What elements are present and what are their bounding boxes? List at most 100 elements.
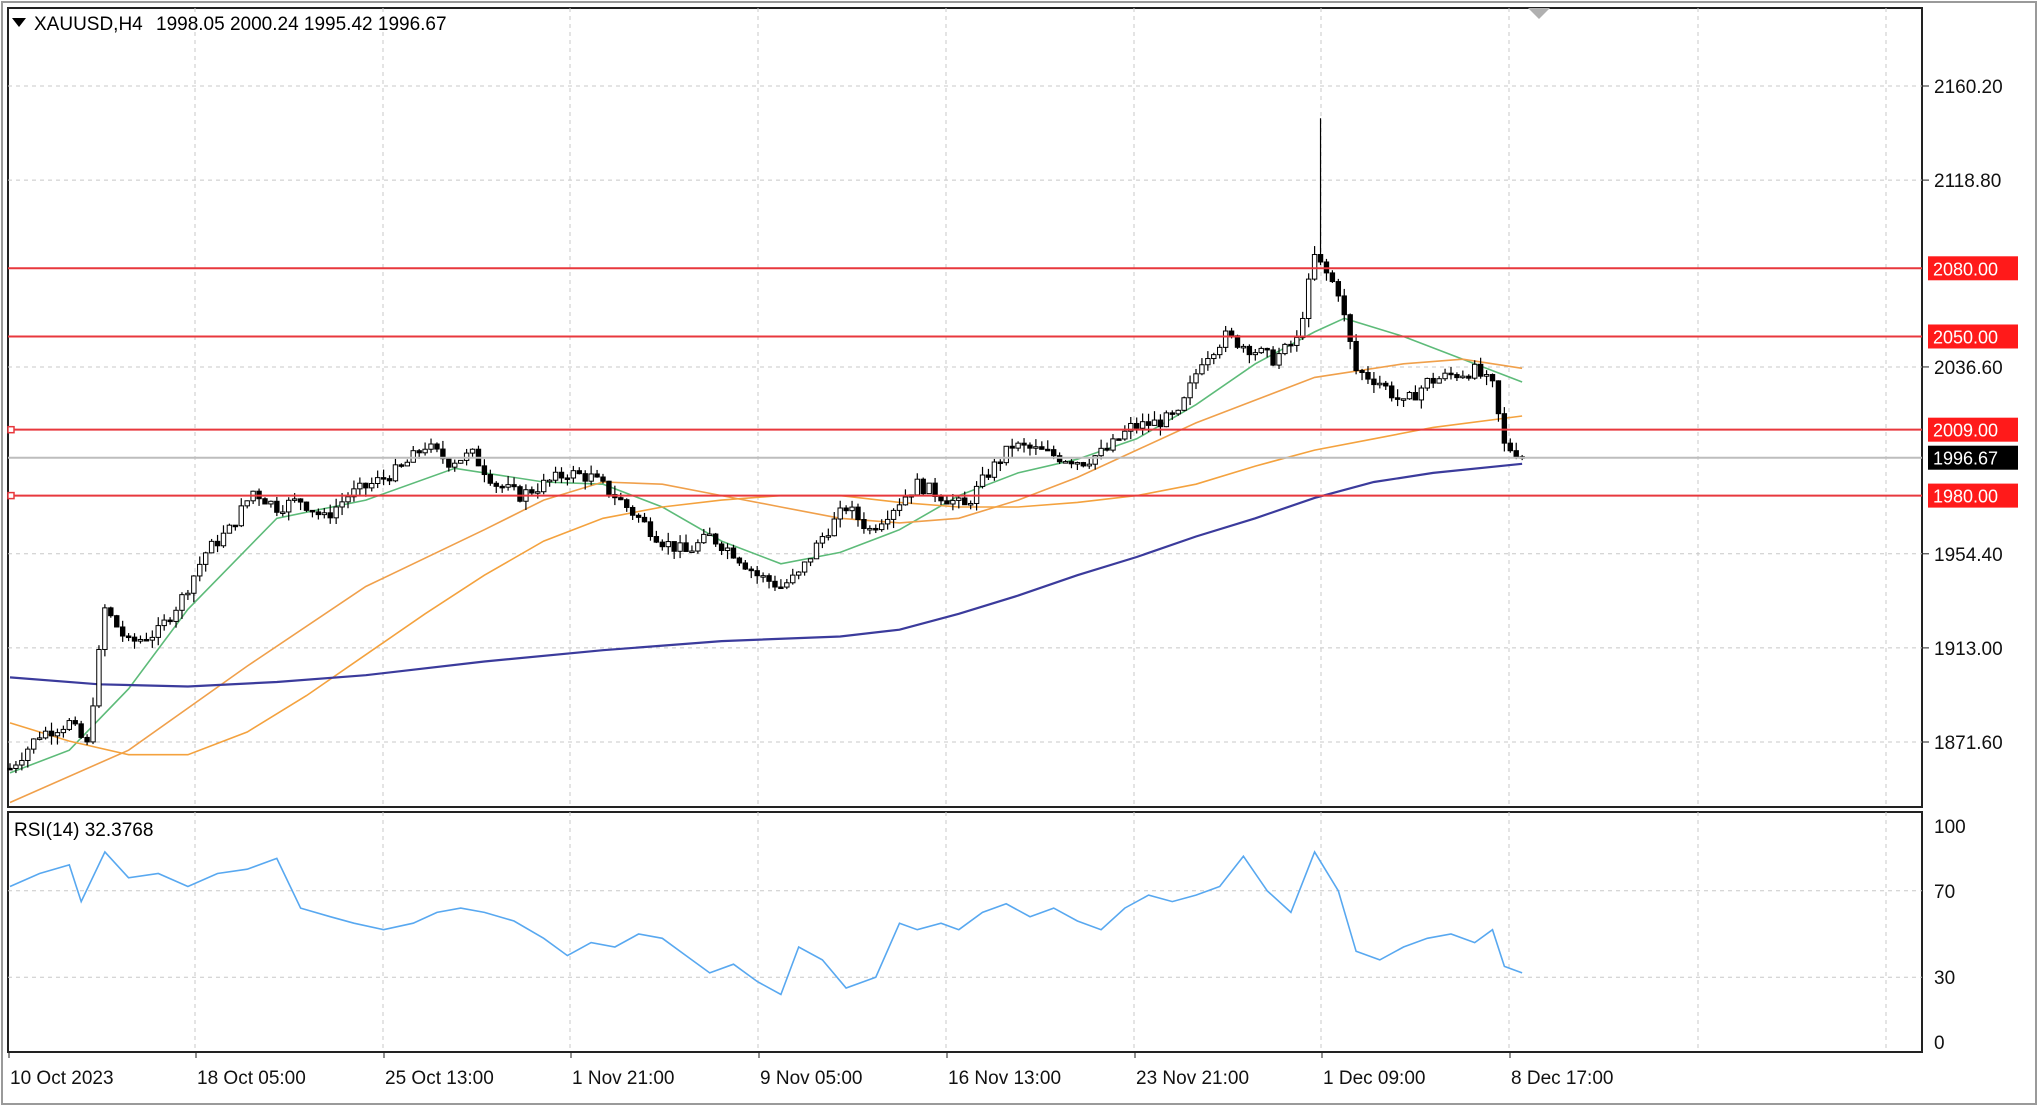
candle-body (1400, 398, 1407, 401)
candle-body (48, 730, 55, 737)
candle-body (938, 495, 944, 502)
candle-body (730, 547, 737, 559)
candle-body (60, 728, 67, 734)
level-lines (7, 267, 1922, 500)
candle-body (920, 478, 926, 495)
candle-body (932, 482, 938, 497)
candle-body (72, 720, 78, 725)
candle-body (137, 638, 144, 642)
candle-body (748, 568, 754, 572)
candle-body (807, 558, 814, 563)
candle-body (1353, 340, 1359, 372)
candle-body (588, 473, 594, 482)
candle-body (179, 594, 185, 611)
candle-body (108, 607, 114, 617)
candle-body (1027, 444, 1033, 449)
candle-body (54, 732, 61, 737)
candle-body (286, 499, 292, 513)
candle-body (766, 575, 772, 582)
candle-body (1418, 387, 1425, 401)
candle-body (505, 484, 511, 488)
candle-body (837, 507, 843, 520)
candle-body (1305, 278, 1312, 319)
candle-body (1317, 254, 1324, 263)
candle-body (1430, 377, 1436, 384)
current-price-tag (1928, 445, 2018, 470)
candle-body (1477, 363, 1484, 377)
rsi-tick-label: 30 (1934, 968, 1955, 989)
candle-body (558, 471, 565, 479)
candle-body (398, 464, 405, 467)
candle-body (42, 730, 49, 739)
candle-body (1222, 330, 1229, 348)
level-tag-label: 2080.00 (1933, 259, 1998, 279)
candle-body (1092, 455, 1098, 465)
candle-body (1288, 343, 1294, 347)
price-tick-label: 1954.40 (1934, 545, 2003, 566)
candle-body (582, 473, 588, 482)
candle-body (659, 541, 665, 548)
level-tag (1928, 417, 2018, 442)
candle-body (1062, 461, 1069, 464)
candle-body (1495, 380, 1502, 415)
time-tick-label: 1 Dec 09:00 (1323, 1068, 1425, 1089)
candle-body (1033, 446, 1039, 449)
candle-body (78, 723, 84, 738)
level-tag (1928, 256, 2018, 281)
candle-body (801, 561, 808, 573)
candle-body (428, 443, 434, 450)
candle-body (1009, 445, 1015, 449)
candle-body (208, 540, 215, 554)
candle-body (576, 470, 582, 475)
candle-body (1406, 392, 1413, 400)
triangle-down-icon[interactable] (12, 18, 26, 27)
candle-body (564, 477, 571, 480)
price-tags: 2080.00 2050.00 2009.00 1980.00 1996.67 (1928, 256, 2018, 508)
candle-body (1466, 375, 1472, 379)
candle-body (1122, 430, 1128, 440)
candle-body (333, 506, 339, 519)
candle-body (736, 557, 743, 564)
candle-body (724, 547, 731, 552)
candle-body (618, 497, 624, 501)
time-tick-label: 16 Nov 13:00 (948, 1068, 1061, 1089)
candle-body (1329, 272, 1336, 283)
rsi-line-layer (9, 850, 1523, 996)
candle-body (1145, 421, 1152, 426)
level-tag (1928, 324, 2018, 349)
candle-body (1056, 455, 1063, 463)
candle-body (374, 477, 381, 484)
candle-body (1181, 397, 1187, 411)
candle-body (1240, 345, 1247, 349)
rsi-header: RSI(14) 32.3768 (14, 820, 153, 841)
candle-body (683, 542, 689, 552)
candle-body (1021, 442, 1027, 446)
candle-body (511, 484, 517, 488)
candle-body (653, 536, 660, 543)
rsi-tick-label: 0 (1934, 1033, 1945, 1054)
candle-body (950, 499, 956, 505)
candle-body (339, 501, 345, 508)
candle-body (262, 498, 268, 505)
time-tick-label: 23 Nov 21:00 (1136, 1068, 1249, 1089)
candle-body (1460, 375, 1466, 379)
candle-body (13, 764, 19, 769)
candle-body (1335, 281, 1342, 297)
candle-body (1104, 447, 1110, 451)
triangle-marker-icon[interactable] (1528, 8, 1550, 19)
candle-body (446, 458, 452, 468)
rsi-tick-label: 100 (1934, 817, 1966, 838)
candle-body (96, 648, 102, 707)
candle-body (760, 575, 766, 578)
candle-body (772, 580, 778, 588)
candle-body (1501, 413, 1508, 444)
time-tick-label: 1 Nov 21:00 (572, 1068, 674, 1089)
candle-body (979, 474, 986, 487)
candle-body (1252, 352, 1258, 356)
moving-average-line (9, 415, 1523, 756)
candle-body (1039, 446, 1045, 450)
candle-body (303, 501, 310, 511)
candle-body (25, 748, 31, 761)
candle-body (867, 527, 873, 531)
